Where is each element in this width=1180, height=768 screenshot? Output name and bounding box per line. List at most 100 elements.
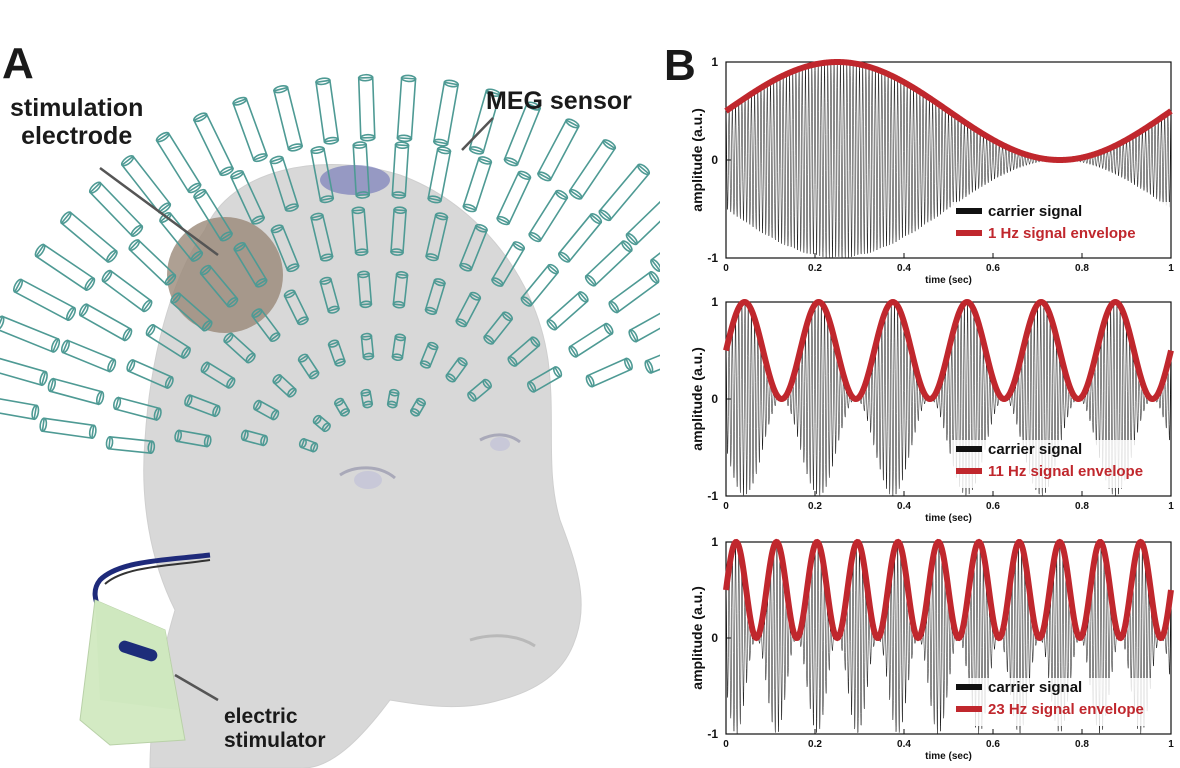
meg-sensor	[0, 394, 40, 421]
meg-sensor	[390, 206, 407, 256]
legend-label: 1 Hz signal envelope	[988, 225, 1136, 242]
x-tick-label: 1	[1168, 263, 1174, 274]
x-tick-label: 0.6	[986, 501, 1000, 512]
meg-sensor	[315, 77, 340, 145]
meg-sensor	[503, 101, 542, 167]
meg-sensor	[419, 341, 439, 369]
meg-sensor	[283, 289, 309, 326]
meg-sensor	[145, 323, 191, 359]
meg-sensor	[625, 191, 660, 246]
x-tick-label: 0	[723, 263, 729, 274]
x-tick-label: 0.4	[897, 739, 911, 750]
meg-sensor	[386, 388, 400, 409]
meg-sensor	[312, 414, 331, 433]
stimulation-electrode-label: stimulation electrode	[10, 94, 144, 150]
y-tick-label: 0	[711, 153, 718, 167]
meg-leader-line	[461, 117, 494, 151]
meg-sensor	[496, 170, 532, 226]
x-tick-label: 0.2	[808, 263, 822, 274]
envelope-line	[723, 298, 1174, 403]
x-tick-label: 0.6	[986, 739, 1000, 750]
meg-sensor	[520, 263, 559, 307]
meg-sensor	[60, 211, 118, 263]
y-tick-label: -1	[707, 727, 718, 741]
meg-sensor	[0, 315, 61, 353]
meg-sensor	[608, 271, 660, 314]
meg-sensor	[459, 223, 488, 272]
meg-sensor	[78, 303, 133, 342]
meg-sensor	[391, 333, 407, 362]
x-axis-label: time (sec)	[925, 275, 972, 286]
meg-sensor	[327, 339, 346, 367]
meg-sensor	[230, 169, 266, 225]
y-tick-label: -1	[707, 251, 718, 265]
meg-sensor	[126, 359, 174, 389]
meg-sensor	[200, 361, 236, 389]
meg-sensor	[584, 240, 633, 287]
meg-sensor	[585, 357, 633, 388]
meg-sensor	[467, 378, 492, 402]
x-tick-label: 0.6	[986, 263, 1000, 274]
meg-sensor	[13, 278, 77, 322]
stimulator-leader-line	[174, 673, 219, 702]
envelope-line	[724, 59, 1173, 163]
x-axis-label: time (sec)	[925, 513, 972, 524]
meg-sensor	[410, 397, 426, 417]
meg-sensor	[598, 163, 651, 222]
meg-sensor	[88, 181, 144, 237]
meg-sensor	[352, 141, 371, 199]
meg-sensor	[491, 241, 526, 287]
meg-sensor	[427, 146, 452, 204]
meg-sensor	[334, 397, 350, 417]
meg-sensor	[233, 242, 268, 288]
meg-sensor	[105, 435, 156, 455]
meg-sensor	[424, 278, 446, 315]
right-eye	[479, 433, 521, 444]
meg-sensor	[174, 429, 212, 448]
x-tick-label: 0.8	[1075, 739, 1089, 750]
meg-sensor	[297, 353, 320, 380]
x-tick-label: 0.8	[1075, 263, 1089, 274]
meg-sensor	[391, 141, 410, 199]
meg-sensor	[270, 224, 300, 273]
legend-label: 23 Hz signal envelope	[988, 701, 1144, 718]
meg-sensor	[232, 96, 268, 163]
meg-sensor	[47, 377, 105, 406]
meg-sensor	[568, 139, 617, 200]
meg-sensor	[455, 291, 482, 328]
meg-sensor	[193, 188, 233, 242]
x-tick-label: 0.4	[897, 501, 911, 512]
x-tick-label: 0.4	[897, 263, 911, 274]
y-tick-label: 1	[711, 535, 718, 549]
meg-sensor	[507, 336, 541, 367]
meg-sensor	[272, 374, 297, 398]
meg-sensor	[360, 388, 374, 409]
legend-label: carrier signal	[988, 679, 1082, 696]
meg-sensor	[432, 79, 460, 147]
meg-sensor	[0, 354, 48, 387]
meg-sensor	[269, 155, 299, 212]
meg-sensor	[445, 357, 468, 383]
meg-sensor	[170, 292, 213, 332]
meg-sensor	[537, 118, 580, 182]
meg-sensor	[558, 213, 603, 263]
meg-sensor-label: MEG sensor	[486, 87, 632, 115]
meg-sensor	[357, 73, 376, 142]
meg-sensor	[310, 146, 335, 204]
meg-sensor	[101, 269, 153, 313]
meg-sensor	[223, 332, 256, 364]
meg-sensor	[392, 271, 409, 309]
meg-sensor	[546, 291, 589, 331]
y-tick-label: 1	[711, 295, 718, 309]
y-tick-label: -1	[707, 489, 718, 503]
envelope-line	[723, 538, 1174, 642]
y-tick-label: 0	[711, 392, 718, 406]
meg-sensor	[351, 206, 369, 257]
meg-setup-illustration	[0, 73, 660, 768]
meg-sensor	[251, 308, 281, 342]
meg-sensor	[628, 304, 660, 343]
meg-sensor	[240, 429, 269, 447]
y-axis-label: amplitude (a.u.)	[689, 586, 705, 689]
meg-sensor	[527, 366, 563, 393]
meg-sensor	[650, 221, 660, 272]
